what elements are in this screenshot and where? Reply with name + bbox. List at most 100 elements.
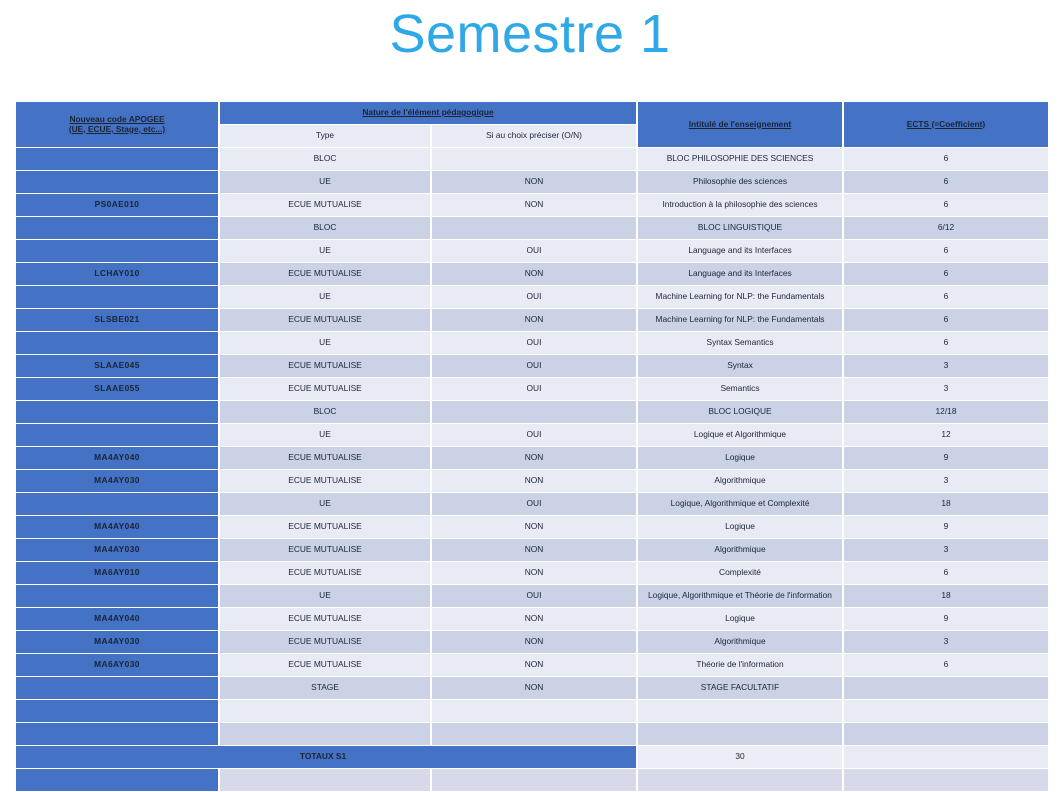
cell-intitule: Logique, Algorithmique et Complexité: [638, 493, 844, 515]
header-choix: Si au choix préciser (O/N): [432, 125, 638, 147]
cell-type: [220, 723, 432, 745]
cell-ects: 6: [844, 332, 1050, 354]
cell-type: ECUE MUTUALISE: [220, 263, 432, 285]
cell-choix: OUI: [432, 240, 638, 262]
table-row: [16, 723, 1050, 745]
cell-intitule: Complexité: [638, 562, 844, 584]
table-row: MA4AY040 ECUE MUTUALISE NON Logique 9: [16, 516, 1050, 538]
totals-ects-blank: [844, 746, 1050, 768]
cell-code: [16, 700, 220, 722]
cell-code: MA4AY040: [16, 447, 220, 469]
cell-intitule: Algorithmique: [638, 631, 844, 653]
cell-code: MA4AY030: [16, 470, 220, 492]
cell-choix: [432, 148, 638, 170]
totals-value: 30: [638, 746, 844, 768]
cell-type: ECUE MUTUALISE: [220, 355, 432, 377]
table-row: MA6AY010 ECUE MUTUALISE NON Complexité 6: [16, 562, 1050, 584]
cell-ects: 6: [844, 263, 1050, 285]
cell-type: ECUE MUTUALISE: [220, 378, 432, 400]
cell-type: [220, 700, 432, 722]
cell-ects: 9: [844, 516, 1050, 538]
table-row: PS0AE010 ECUE MUTUALISE NON Introduction à …: [16, 194, 1050, 216]
cell-choix: NON: [432, 677, 638, 699]
cell-type: ECUE MUTUALISE: [220, 447, 432, 469]
cell-intitule: Semantics: [638, 378, 844, 400]
cell-intitule: [638, 700, 844, 722]
cell-choix: [432, 723, 638, 745]
table-row: STAGE NON STAGE FACULTATIF: [16, 677, 1050, 699]
table-row: UE OUI Logique, Algorithmique et Théorie d…: [16, 585, 1050, 607]
header-code-line2: (UE, ECUE, Stage, etc...): [68, 123, 166, 134]
table-row: UE OUI Logique et Algorithmique 12: [16, 424, 1050, 446]
cell-intitule: BLOC LOGIQUE: [638, 401, 844, 423]
cell-ects: 6: [844, 171, 1050, 193]
header-nature: Nature de l'élément pédagogique: [220, 102, 638, 124]
cell-ects: 18: [844, 585, 1050, 607]
cell-ects: 18: [844, 493, 1050, 515]
cell-ects: 12: [844, 424, 1050, 446]
cell-intitule: Philosophie des sciences: [638, 171, 844, 193]
cell-intitule: Introduction à la philosophie des scienc…: [638, 194, 844, 216]
cell-type: STAGE: [220, 677, 432, 699]
cell-intitule: STAGE FACULTATIF: [638, 677, 844, 699]
totals-row: TOTAUX S1 30: [16, 746, 1050, 768]
cell-choix: NON: [432, 631, 638, 653]
table-row: MA4AY030 ECUE MUTUALISE NON Algorithmique 3: [16, 470, 1050, 492]
table-row: [16, 700, 1050, 722]
cell-choix: NON: [432, 171, 638, 193]
header-type: Type: [220, 125, 432, 147]
cell-code: MA6AY010: [16, 562, 220, 584]
table-body: Nouveau code APOGEE (UE, ECUE, Stage, et…: [16, 102, 1050, 791]
cell-choix: NON: [432, 608, 638, 630]
table-row: MA6AY030 ECUE MUTUALISE NON Théorie de l'in…: [16, 654, 1050, 676]
slide: Semestre 1 Nouveau code APOGEE (UE, ECUE…: [16, 4, 1050, 791]
table-row: MA4AY040 ECUE MUTUALISE NON Logique 9: [16, 608, 1050, 630]
cell-intitule: BLOC PHILOSOPHIE DES SCIENCES: [638, 148, 844, 170]
table-row: BLOC BLOC LINGUISTIQUE 6/12: [16, 217, 1050, 239]
cell-code: SLSBE021: [16, 309, 220, 331]
cell-choix: OUI: [432, 378, 638, 400]
cell-code: [16, 240, 220, 262]
trailing-choix-cell: [432, 769, 638, 791]
table-row: MA4AY040 ECUE MUTUALISE NON Logique 9: [16, 447, 1050, 469]
cell-code: LCHAY010: [16, 263, 220, 285]
cell-ects: 6: [844, 654, 1050, 676]
cell-type: UE: [220, 424, 432, 446]
table-row: MA4AY030 ECUE MUTUALISE NON Algorithmique 3: [16, 631, 1050, 653]
table-header-row-1: Nouveau code APOGEE (UE, ECUE, Stage, et…: [16, 102, 1050, 147]
cell-code: [16, 148, 220, 170]
cell-intitule: Language and its Interfaces: [638, 263, 844, 285]
cell-intitule: Logique: [638, 608, 844, 630]
table-row: UE OUI Machine Learning for NLP: the Funda…: [16, 286, 1050, 308]
cell-choix: NON: [432, 194, 638, 216]
table-row: BLOC BLOC PHILOSOPHIE DES SCIENCES 6: [16, 148, 1050, 170]
cell-choix: OUI: [432, 424, 638, 446]
trailing-code-cell: [16, 769, 220, 791]
header-code: Nouveau code APOGEE (UE, ECUE, Stage, et…: [16, 102, 220, 147]
cell-intitule: Logique: [638, 447, 844, 469]
cell-ects: 6: [844, 286, 1050, 308]
cell-ects: 6: [844, 309, 1050, 331]
page-title: Semestre 1: [389, 4, 671, 64]
cell-intitule: Language and its Interfaces: [638, 240, 844, 262]
trailing-intitule-cell: [638, 769, 844, 791]
cell-ects: 12/18: [844, 401, 1050, 423]
cell-choix: [432, 700, 638, 722]
cell-type: BLOC: [220, 148, 432, 170]
header-intitule: Intitulé de l'enseignement: [638, 102, 844, 147]
cell-intitule: Logique et Algorithmique: [638, 424, 844, 446]
cell-ects: [844, 723, 1050, 745]
cell-type: BLOC: [220, 401, 432, 423]
cell-choix: [432, 401, 638, 423]
table-row: LCHAY010 ECUE MUTUALISE NON Language and it…: [16, 263, 1050, 285]
cell-intitule: Machine Learning for NLP: the Fundamenta…: [638, 309, 844, 331]
cell-ects: [844, 700, 1050, 722]
cell-type: UE: [220, 493, 432, 515]
cell-code: PS0AE010: [16, 194, 220, 216]
header-ects: ECTS (=Coefficient): [844, 102, 1050, 147]
cell-ects: 6: [844, 562, 1050, 584]
cell-type: ECUE MUTUALISE: [220, 539, 432, 561]
cell-code: [16, 332, 220, 354]
cell-ects: 9: [844, 608, 1050, 630]
cell-intitule: [638, 723, 844, 745]
